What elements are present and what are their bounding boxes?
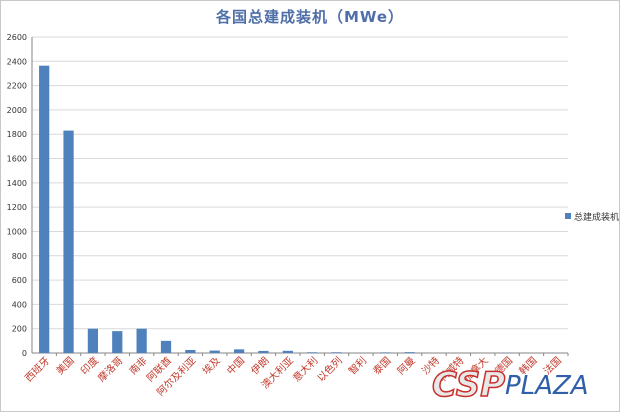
x-tick-label: 摩洛哥 [95, 354, 125, 384]
bar [112, 331, 123, 353]
x-tick-label: 阿曼 [395, 355, 418, 378]
y-tick-label: 1000 [7, 227, 27, 236]
gridlines [32, 36, 568, 354]
y-tick-label: 600 [12, 276, 27, 285]
x-tick-label: 中国 [224, 354, 247, 377]
bar [331, 352, 342, 353]
x-tick-label: 西班牙 [23, 355, 53, 385]
x-tick-label: 智利 [346, 354, 369, 377]
bar [233, 349, 245, 353]
x-tick-label: 美国 [53, 354, 76, 377]
y-tick-label: 1800 [7, 130, 27, 139]
x-tick-label: 埃及 [200, 354, 223, 377]
watermark-csp: CSP [432, 365, 505, 405]
bar [404, 352, 415, 353]
y-tick-label: 2600 [7, 33, 27, 42]
x-tick-label: 南非 [126, 354, 149, 377]
x-tick-label: 印度 [78, 354, 101, 377]
legend-swatch [565, 213, 571, 219]
y-axis: 0 200 400 600 800 1000 1200 1400 1600 1800 2000 220… [7, 33, 568, 358]
y-tick-label: 800 [12, 252, 27, 261]
bar [209, 350, 220, 353]
y-tick-label: 2200 [7, 82, 27, 91]
chart-title: 各国总建成装机（MWe） [215, 8, 405, 26]
bar [160, 340, 172, 353]
legend: 总建成装机 [565, 211, 619, 223]
y-tick-label: 2000 [7, 106, 27, 115]
y-tick-label: 1400 [7, 179, 27, 188]
watermark-plaza: PLAZA [505, 371, 589, 401]
bar [380, 352, 391, 353]
y-tick-label: 1200 [7, 203, 27, 212]
bar [282, 350, 293, 353]
x-tick-label: 以色列 [314, 354, 344, 384]
bar [258, 350, 269, 353]
bar [87, 328, 99, 353]
y-tick-label: 400 [12, 300, 27, 309]
bar [136, 328, 147, 353]
bar [307, 352, 318, 353]
x-tick-label: 伊朗 [249, 355, 272, 378]
bar-series [39, 65, 561, 353]
y-tick-label: 2400 [7, 57, 27, 66]
y-tick-label: 200 [12, 325, 27, 334]
x-tick-label: 泰国 [370, 354, 393, 377]
legend-label: 总建成装机 [574, 211, 619, 223]
bar [39, 65, 50, 353]
bar [185, 349, 196, 353]
y-tick-label: 0 [22, 349, 27, 358]
bar [63, 130, 74, 353]
csp-plaza-logo: CSP PLAZA [431, 364, 589, 406]
y-tick-label: 1600 [7, 155, 27, 164]
x-tick-label: 意大利 [290, 354, 320, 384]
